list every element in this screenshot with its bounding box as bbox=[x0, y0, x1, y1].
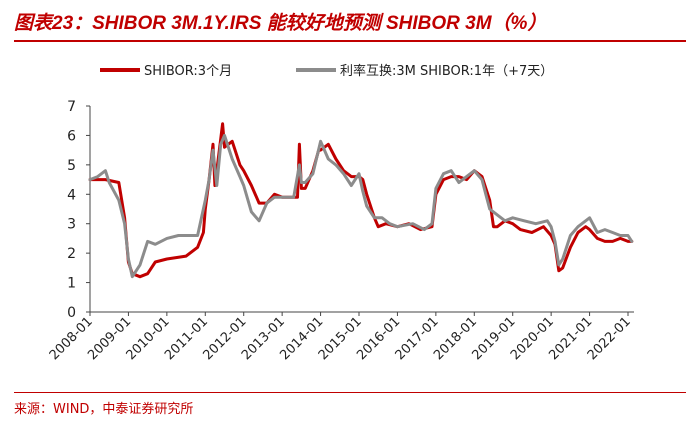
y-tick-label: 5 bbox=[67, 158, 76, 174]
y-tick-label: 7 bbox=[67, 99, 76, 115]
series-line-irs-1y bbox=[88, 133, 634, 279]
y-tick-label: 1 bbox=[67, 276, 76, 292]
series-line-shibor-3m bbox=[88, 122, 634, 279]
series-lines bbox=[88, 122, 634, 279]
y-ticks: 0 1 2 3 4 5 6 7 bbox=[67, 99, 90, 321]
y-tick-label: 2 bbox=[67, 246, 76, 262]
page-title: 图表23：SHIBOR 3M.1Y.IRS 能较好地预测 SHIBOR 3M（%… bbox=[14, 13, 547, 34]
source-rule bbox=[14, 392, 686, 393]
legend: SHIBOR:3个月 利率互换:3M SHIBOR:1年（+7天） bbox=[100, 63, 553, 79]
x-tick-label: 2022-01 bbox=[585, 314, 634, 363]
legend-label-irs: 利率互换:3M SHIBOR:1年（+7天） bbox=[340, 63, 553, 79]
source-note: 来源：WIND，中泰证券研究所 bbox=[14, 402, 194, 417]
y-tick-label: 3 bbox=[67, 217, 76, 233]
y-tick-label: 0 bbox=[67, 305, 76, 321]
x-ticks: 2008-012009-012010-012011-012012-012013-… bbox=[47, 312, 634, 363]
y-tick-label: 6 bbox=[67, 128, 76, 144]
y-tick-label: 4 bbox=[67, 187, 76, 203]
legend-label-shibor: SHIBOR:3个月 bbox=[144, 64, 232, 79]
title-rule bbox=[14, 40, 686, 42]
